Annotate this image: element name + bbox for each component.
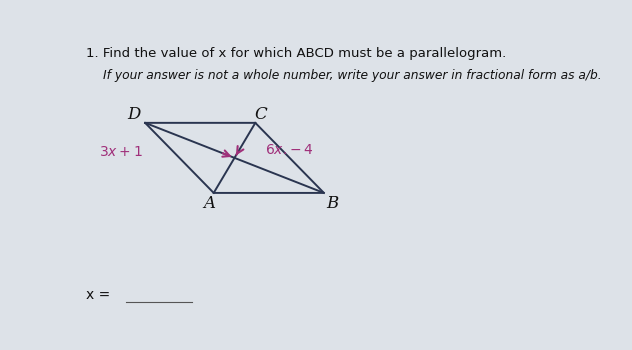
- Text: x =: x =: [87, 288, 111, 302]
- Text: $3x + 1$: $3x + 1$: [99, 146, 142, 160]
- Text: B: B: [327, 195, 339, 212]
- Text: A: A: [203, 195, 215, 212]
- Text: D: D: [128, 106, 141, 123]
- Text: $6x.\!-4$: $6x.\!-4$: [265, 143, 314, 157]
- Text: 1. Find the value of x for which ABCD must be a parallelogram.: 1. Find the value of x for which ABCD mu…: [87, 47, 507, 61]
- Text: If your answer is not a whole number, write your answer in fractional form as a/: If your answer is not a whole number, wr…: [104, 69, 602, 82]
- Text: C: C: [254, 106, 267, 123]
